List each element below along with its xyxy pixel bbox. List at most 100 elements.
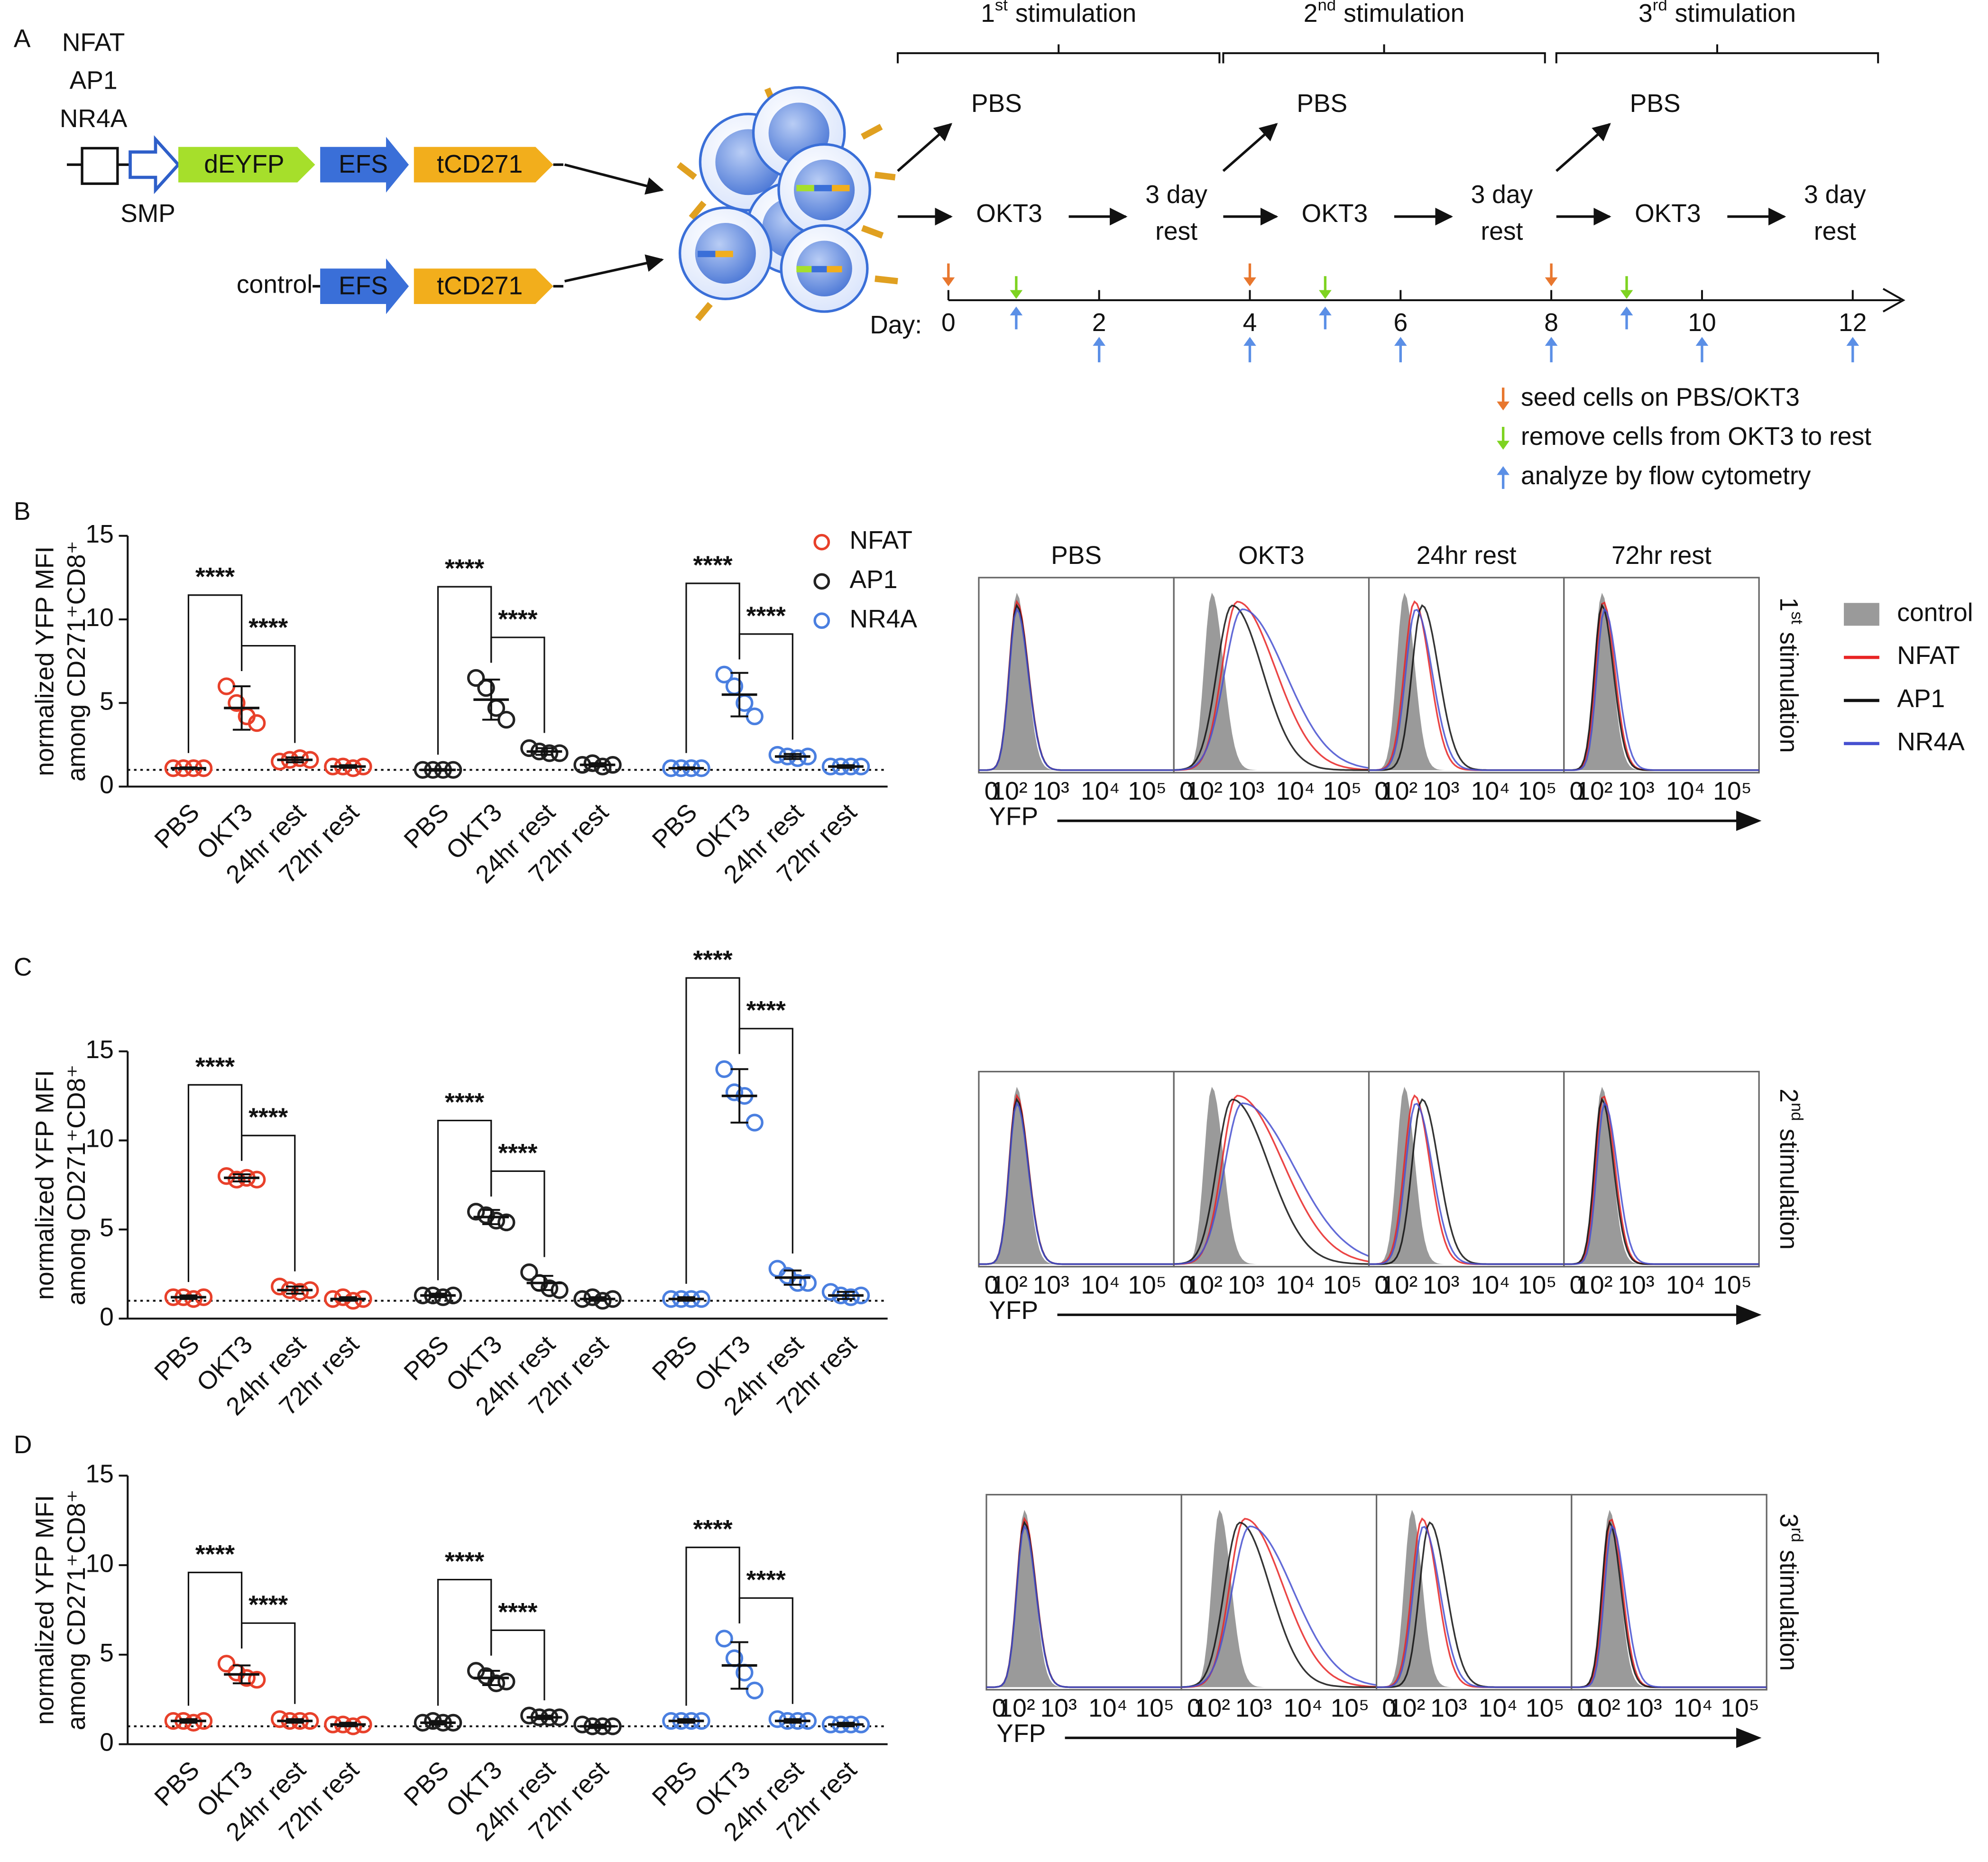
histogram-tick-label: 10² [1583, 1695, 1620, 1723]
error-bar [286, 1718, 304, 1724]
data-point [228, 1171, 246, 1189]
data-point [497, 1672, 515, 1691]
error-bar [783, 1718, 802, 1724]
timeline-tick-label: 4 [1243, 309, 1257, 337]
histogram-curve [1369, 608, 1564, 771]
histogram-tick-label: 0 [1374, 777, 1389, 805]
significance-bracket [490, 636, 545, 733]
receptor [676, 162, 697, 180]
timeline-tick-label: 6 [1393, 309, 1408, 337]
data-point [540, 1279, 559, 1298]
construct-graphics [67, 135, 664, 314]
analyze-arrow [1545, 337, 1558, 362]
analyze-arrow [1394, 337, 1407, 362]
rest-label: 3 day [1471, 181, 1533, 209]
histogram-curve [1564, 607, 1759, 771]
histogram-control [1174, 1087, 1369, 1264]
error-bar [589, 762, 607, 768]
data-point [271, 1277, 289, 1296]
receptor [695, 302, 713, 322]
histogram-control [1369, 592, 1564, 770]
error-bar [535, 1275, 553, 1291]
histogram-tick-label: 10⁵ [1713, 1272, 1752, 1300]
data-point [487, 1211, 506, 1230]
histogram-tick-label: 10⁴ [1471, 777, 1510, 805]
histogram-tick-label: 10⁵ [1128, 777, 1167, 805]
histogram-tick-label: 10³ [1228, 777, 1264, 805]
histogram-tick-label: 10⁵ [1526, 1695, 1565, 1723]
histogram-control [1174, 592, 1369, 770]
histogram-curve [978, 1101, 1174, 1265]
histogram-tick-label: 10⁴ [1081, 777, 1120, 805]
histogram-curve [1174, 1102, 1370, 1265]
significance-label: **** [746, 602, 786, 630]
significance-bracket [685, 977, 740, 1284]
construct-part: EFS [339, 150, 388, 178]
ordinal-number: 1 [1775, 598, 1803, 612]
histogram-x-arrowhead [1736, 811, 1762, 831]
significance-bracket [490, 1629, 545, 1701]
remove-arrow [1010, 276, 1023, 299]
y-tick-label: 15 [85, 1460, 113, 1488]
significance-label: **** [248, 614, 288, 642]
ordinal-number: 1 [981, 0, 995, 28]
data-point [799, 1274, 817, 1292]
error-bar [339, 1722, 357, 1727]
construct-icon [827, 266, 842, 273]
histogram-tick-label: 10⁴ [1283, 1695, 1322, 1723]
histogram-tick-label: 0 [1179, 1272, 1194, 1300]
significance-bracket [738, 1597, 793, 1704]
histogram-control [1369, 1087, 1564, 1264]
data-point [746, 707, 764, 726]
histogram-control [1181, 1510, 1377, 1687]
histogram-tick-label: 10⁴ [1666, 1272, 1705, 1300]
histogram-column-label: PBS [1051, 542, 1102, 570]
error-bar [535, 747, 553, 756]
significance-label: **** [445, 554, 484, 582]
branch-label: PBS [1630, 90, 1681, 118]
significance-bracket [187, 1571, 243, 1706]
construct-part: tCD271 [437, 150, 523, 178]
error-bar [730, 1068, 748, 1124]
histogram-tick-label: 10⁵ [1721, 1695, 1759, 1723]
ordinal-suffix: nd [1317, 0, 1336, 14]
significance-label: **** [498, 1139, 537, 1167]
flow-arrow [564, 254, 664, 283]
construct-icon [814, 184, 832, 192]
histogram-tick-label: 0 [1570, 1272, 1584, 1300]
y-tick-label: 10 [85, 604, 113, 632]
histogram-tick-label: 10² [1186, 1272, 1223, 1300]
seed-arrow [1243, 263, 1256, 286]
data-point [715, 665, 733, 684]
branch-label: OKT3 [1635, 200, 1701, 228]
legend-label: NFAT [850, 526, 913, 554]
data-point [497, 710, 515, 729]
significance-label: **** [195, 563, 235, 591]
y-axis-label: among CD271⁺CD8⁺ [63, 1065, 91, 1306]
stimulation-bracket [1222, 44, 1546, 64]
histogram-curve [1181, 1525, 1377, 1688]
timeline-tick-label: 10 [1688, 309, 1716, 337]
significance-bracket [240, 1622, 296, 1704]
data-point [228, 694, 246, 712]
receptor [861, 225, 884, 239]
branch-label: OKT3 [1302, 200, 1368, 228]
receptor [689, 201, 707, 220]
stimulation-label: 1st stimulation [981, 0, 1136, 28]
histogram-tick-label: 10³ [1423, 1272, 1459, 1300]
histogram-legend-label: NR4A [1897, 728, 1965, 756]
histogram-tick-label: 10³ [1618, 1272, 1654, 1300]
histogram-tick-label: 10³ [1625, 1695, 1662, 1723]
data-point [487, 1674, 506, 1692]
seed-arrow [1545, 263, 1558, 286]
y-tick-label: 5 [100, 1214, 114, 1242]
error-bar [429, 1720, 447, 1726]
histogram-curve [1564, 1101, 1759, 1265]
rest-label: rest [1481, 218, 1523, 246]
data-point [842, 1288, 860, 1306]
y-tick-label: 15 [85, 1036, 113, 1064]
branch-label: PBS [1297, 90, 1347, 118]
error-bar [837, 1290, 855, 1300]
error-bar [677, 1296, 695, 1302]
